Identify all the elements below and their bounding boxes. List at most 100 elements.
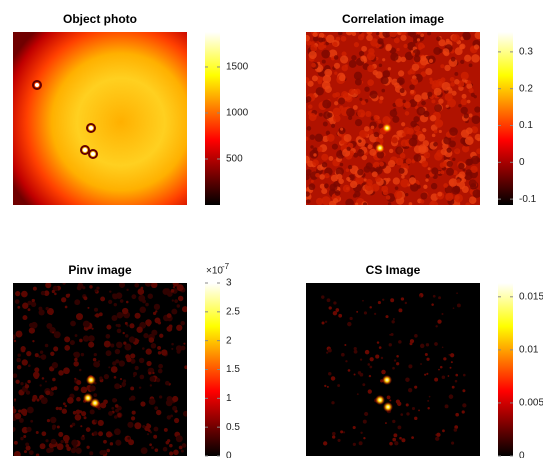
speckle [343,431,345,433]
speckle [396,130,402,136]
speckle [169,325,173,329]
speckle [437,192,442,197]
speckle [76,448,82,454]
speckle [432,134,436,138]
speckle [42,377,45,380]
speckle [414,56,421,63]
speckle [111,366,118,373]
speckle [462,186,469,193]
speckle [16,358,20,362]
speckle [52,362,58,368]
speckle [180,321,184,325]
speckle [158,351,161,354]
speckle [331,376,335,380]
speckle [381,357,383,359]
speckle [306,199,310,203]
speckle [138,295,145,302]
speckle [411,436,414,439]
speckle [340,128,343,131]
speckle [33,287,37,291]
speckle [96,287,99,290]
speckle [378,301,381,304]
speckle [79,339,83,343]
speckle [452,386,455,389]
image [302,28,482,209]
speckle [36,431,39,434]
speckle [322,100,331,109]
speckle [452,158,455,161]
speckle [181,450,184,453]
speckle [164,428,168,432]
speckle [22,359,28,365]
speckle [388,202,391,205]
speckle [368,48,374,54]
speckle [115,349,120,354]
speckle [375,355,379,359]
speckle [163,447,168,452]
speckle [422,45,425,48]
speckle [50,352,54,356]
speckle [106,449,110,453]
speckle [381,76,389,84]
speckle [390,53,398,61]
speckle [149,398,156,405]
speckle [461,99,468,106]
speckle [25,384,29,388]
speckle [385,45,391,51]
speckle [344,134,352,142]
speckle [374,132,379,137]
speckle [376,32,379,35]
speckle [375,176,381,182]
speckle [319,113,323,117]
speckle [455,413,459,417]
speckle [331,401,334,404]
speckle [332,435,335,438]
speckle [25,442,29,446]
speckle [374,313,376,315]
speckle [451,361,453,363]
speckle [106,350,112,356]
speckle [414,417,417,420]
speckle [445,193,453,201]
speckle [414,154,422,162]
speckle [151,446,154,449]
speckle [429,396,431,398]
chart-title: Pinv image [68,263,132,277]
colorbar-tick-label: 1000 [226,108,249,119]
speckle [117,413,121,417]
speckle [139,386,141,388]
speckle [355,202,358,205]
speckle [423,185,427,189]
speckle [353,105,358,110]
speckle [29,450,34,455]
speckle [112,294,118,300]
speckle [143,333,148,338]
speckle [153,435,157,439]
speckle [111,407,114,410]
speckle [334,72,337,75]
colorbar-tick-label: 2 [226,335,232,346]
speckle [381,370,386,375]
speckle [177,284,184,291]
speckle [318,43,325,50]
speckle [154,406,158,410]
speckle [447,161,453,167]
speckle [36,398,39,401]
speckle [388,67,391,70]
speckle [109,290,111,292]
speckle [91,328,93,330]
speckle [159,395,162,398]
speckle [310,41,315,46]
speckle [462,389,465,392]
speckle [353,194,357,198]
speckle [371,184,379,192]
speckle [161,349,167,355]
speckle [119,360,125,366]
colorbar-tick-label: 0 [519,451,525,458]
speckle [178,296,183,301]
speckle [392,320,395,323]
speckle [140,375,145,380]
speckle [309,51,317,59]
speckle [95,420,98,423]
speckle [333,311,337,315]
